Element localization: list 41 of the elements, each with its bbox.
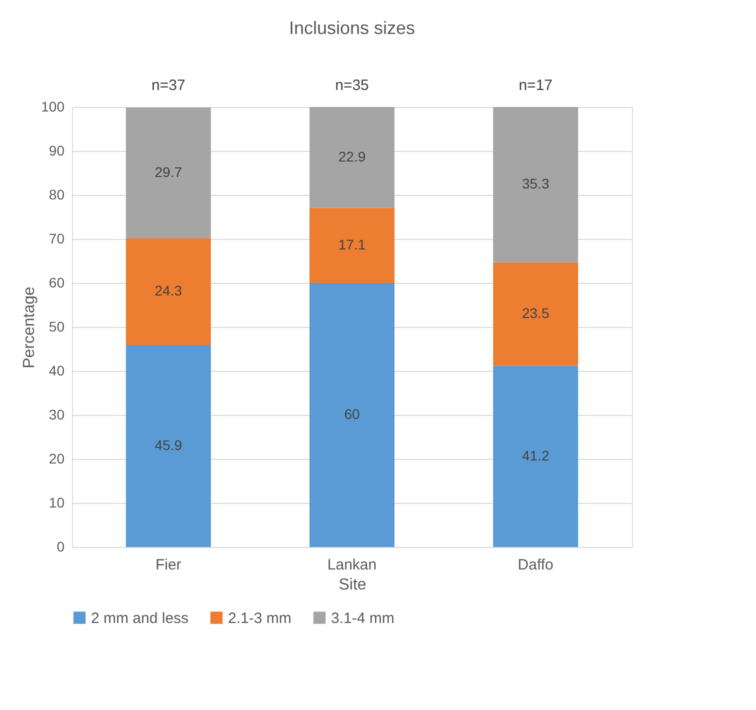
x-axis-title: Site [338, 576, 366, 594]
y-tick-label: 90 [48, 142, 65, 158]
bar [493, 366, 578, 547]
bar [126, 345, 211, 547]
data-label: 41.2 [522, 447, 550, 464]
data-label: 35.3 [522, 176, 550, 192]
y-tick-label: 20 [48, 450, 65, 466]
bar [493, 262, 578, 366]
x-tick-label: Daffo [518, 556, 554, 574]
chart-title: Inclusions sizes [288, 18, 416, 38]
y-axis-title: Percentage [21, 286, 38, 368]
bar [310, 107, 394, 208]
y-tick-label: 10 [48, 494, 65, 510]
bar [126, 107, 211, 238]
data-label: 29.7 [154, 164, 182, 180]
legend-label: 3.1-4 mm [331, 610, 394, 627]
annotation: n=35 [335, 77, 369, 94]
y-tick-label: 50 [48, 318, 65, 334]
annotation: n=37 [151, 77, 186, 94]
x-tick-label: Fier [155, 556, 182, 574]
y-tick-label: 80 [48, 186, 65, 202]
data-label: 60 [344, 406, 360, 422]
data-label: 22.9 [338, 148, 366, 164]
y-tick-label: 60 [48, 274, 65, 290]
data-label: 23.5 [522, 305, 550, 322]
x-tick-label: Lankan [327, 556, 377, 574]
y-tick-label: 30 [48, 406, 65, 422]
bar [310, 208, 394, 283]
data-label: 17.1 [338, 236, 366, 252]
legend-label: 2.1-3 mm [228, 610, 292, 627]
y-tick-label: 0 [56, 538, 65, 554]
bar [493, 107, 578, 262]
data-label: 24.3 [154, 282, 182, 299]
y-tick-label: 70 [48, 230, 65, 246]
y-tick-label: 100 [41, 98, 65, 114]
bar [310, 283, 394, 547]
bar [126, 238, 211, 346]
annotation: n=17 [518, 77, 553, 94]
data-label: 45.9 [154, 437, 182, 454]
y-tick-label: 40 [48, 362, 65, 378]
legend-label: 2 mm and less [91, 610, 189, 627]
